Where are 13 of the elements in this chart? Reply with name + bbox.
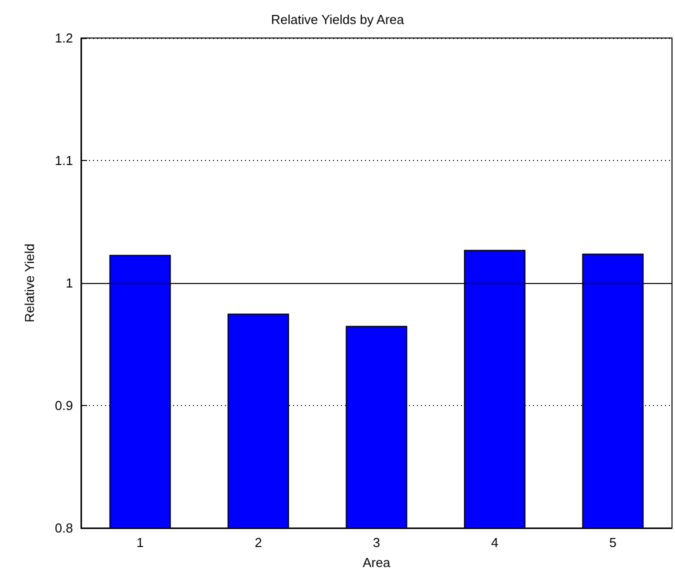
y-tick-label: 1.1 [54,153,73,168]
x-tick-label: 5 [609,535,617,550]
y-tick-label: 0.9 [54,398,73,413]
x-tick-label: 3 [372,535,380,550]
x-tick-label: 1 [136,535,144,550]
x-axis-title: Area [362,555,391,570]
chart-title: Relative Yields by Area [271,12,405,27]
y-tick-label: 1 [66,276,73,290]
x-tick-label: 2 [254,535,262,550]
x-tick-label: 4 [491,535,498,550]
y-tick-label: 0.8 [54,520,73,536]
y-tick-label: 1.2 [54,30,73,46]
y-axis-title: Relative Yield [22,244,37,322]
